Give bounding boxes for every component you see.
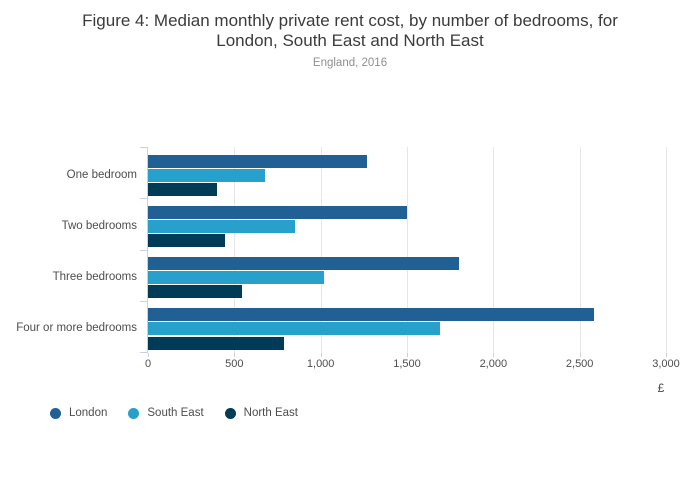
bar-south-east-four-or-more-bedrooms[interactable] [148,322,440,336]
category-label-one-bedroom: One bedroom [66,168,137,181]
x-axis-tick-2500 [579,353,581,357]
legend-label-north-east: North East [243,407,298,419]
bar-south-east-three-bedrooms[interactable] [148,271,325,285]
gridline-2500 [579,147,581,353]
bar-north-east-two-bedrooms[interactable] [148,234,225,248]
x-axis-tick-1000 [320,353,322,357]
y-axis-tick-1 [140,198,147,200]
chart-title-line-1: Figure 4: Median monthly private rent co… [82,11,618,30]
x-tick-label-2000: 2,000 [479,358,508,370]
legend-label-london: London [69,407,108,419]
legend-dot-london [50,407,61,419]
legend-item-south-east[interactable]: South East [128,407,204,419]
bar-north-east-three-bedrooms[interactable] [148,285,243,299]
legend-item-north-east[interactable]: North East [224,407,298,419]
legend: London South East North East [50,407,298,419]
x-axis-tick-3000 [666,353,667,357]
x-tick-label-500: 500 [225,358,244,370]
gridline-500 [234,147,236,353]
legend-dot-north-east [224,407,236,419]
bar-south-east-one-bedroom[interactable] [148,168,265,182]
x-axis-tick-1500 [407,353,408,357]
x-axis-tick-500 [234,353,236,357]
x-axis-tick-0 [148,353,149,357]
legend-dot-south-east [128,407,140,419]
x-tick-label-1000: 1,000 [306,358,335,370]
x-tick-label-1500: 1,500 [393,358,421,370]
y-axis-tick-2 [140,249,147,251]
category-label-two-bedrooms: Two bedrooms [61,219,137,232]
chart-title: Figure 4: Median monthly private rent co… [40,11,660,51]
legend-label-south-east: South East [147,407,204,419]
bar-london-one-bedroom[interactable] [148,154,368,168]
bar-london-four-or-more-bedrooms[interactable] [148,308,595,322]
chart-subtitle: England, 2016 [312,57,388,69]
y-axis-tick-4 [140,352,147,353]
x-axis-tick-2000 [493,353,495,357]
gridline-1000 [320,147,322,353]
y-axis-tick-0 [140,147,147,148]
bar-south-east-two-bedrooms[interactable] [148,219,295,233]
gridline-2000 [493,147,495,353]
gridline-3000 [666,147,667,353]
chart-title-line-2: London, South East and North East [216,31,484,50]
legend-item-london[interactable]: London [50,407,107,419]
bar-london-two-bedrooms[interactable] [148,205,407,219]
bar-north-east-one-bedroom[interactable] [148,182,218,196]
x-tick-label-0: 0 [144,358,152,370]
x-tick-label-2500: 2,500 [565,358,594,370]
bar-london-three-bedrooms[interactable] [148,257,459,270]
bar-north-east-four-or-more-bedrooms[interactable] [148,336,285,350]
y-axis-line [147,147,148,353]
category-label-three-bedrooms: Three bedrooms [52,271,137,283]
x-tick-label-3000: 3,000 [652,358,680,370]
y-axis-tick-3 [140,300,147,302]
gridline-1500 [407,147,408,353]
category-label-four-or-more-bedrooms: Four or more bedrooms [16,322,137,335]
x-axis-unit-label: £ [657,381,665,395]
plot-area: £ 0 500 1,000 1,500 2,000 2,500 3,000 One bedro… [16,147,680,395]
